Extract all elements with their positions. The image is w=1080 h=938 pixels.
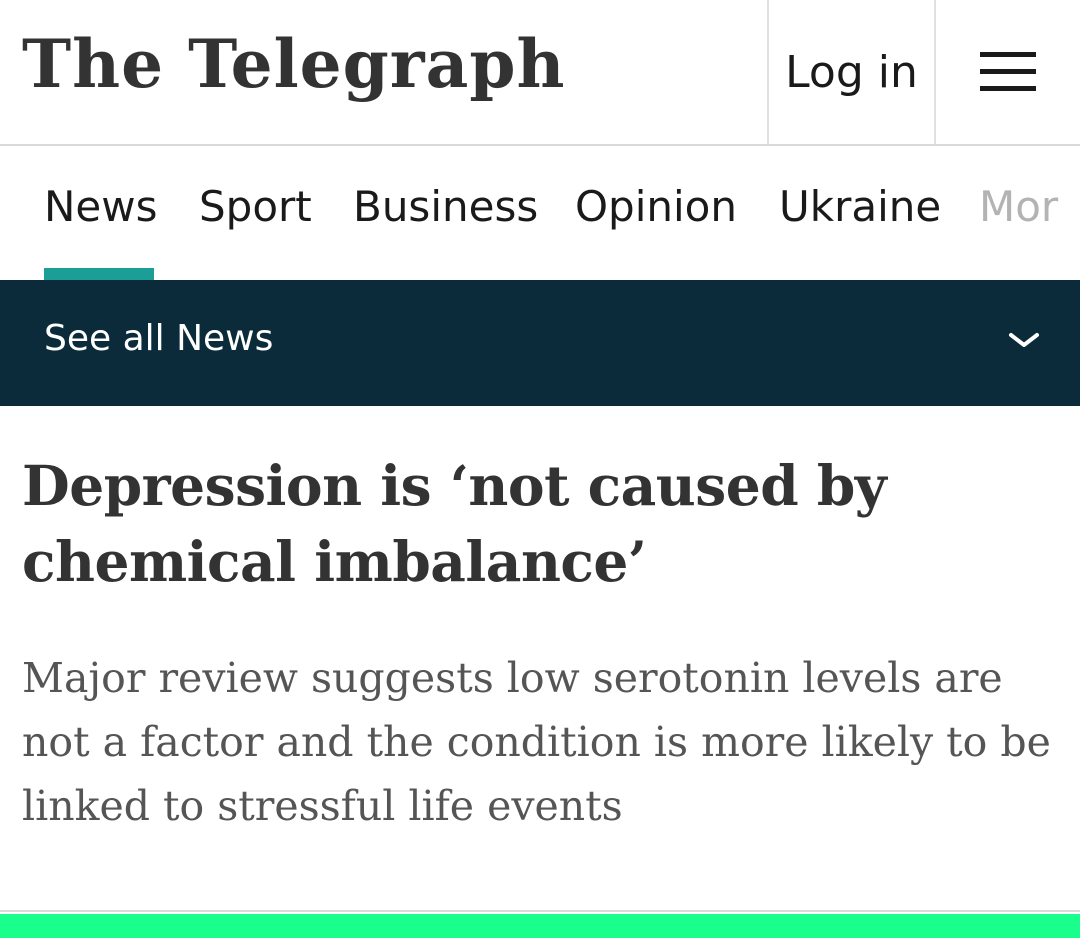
- site-logo[interactable]: The Telegraph: [22, 25, 566, 103]
- hamburger-icon: [980, 52, 1036, 92]
- nav-item-more[interactable]: Mor: [979, 182, 1059, 231]
- section-nav: News Sport Business Opinion Ukraine Mor: [0, 146, 1080, 280]
- divider: [0, 910, 1080, 912]
- see-all-news-label: See all News: [44, 318, 274, 359]
- article-headline: Depression is ‘not caused by chemical im…: [22, 453, 887, 594]
- active-tab-indicator: [44, 268, 154, 280]
- accent-bar: [0, 914, 1080, 938]
- nav-item-ukraine[interactable]: Ukraine: [779, 182, 942, 231]
- menu-button[interactable]: [936, 0, 1080, 144]
- nav-item-news[interactable]: News: [44, 182, 158, 231]
- article-standfirst: Major review suggests low serotonin leve…: [22, 654, 1051, 830]
- chevron-down-icon: [1009, 333, 1039, 347]
- nav-item-sport[interactable]: Sport: [199, 182, 312, 231]
- login-button[interactable]: Log in: [767, 0, 936, 144]
- see-all-news-bar[interactable]: See all News: [0, 280, 1080, 406]
- nav-item-opinion[interactable]: Opinion: [575, 182, 737, 231]
- site-header: The Telegraph Log in: [0, 0, 1080, 146]
- nav-item-business[interactable]: Business: [353, 182, 539, 231]
